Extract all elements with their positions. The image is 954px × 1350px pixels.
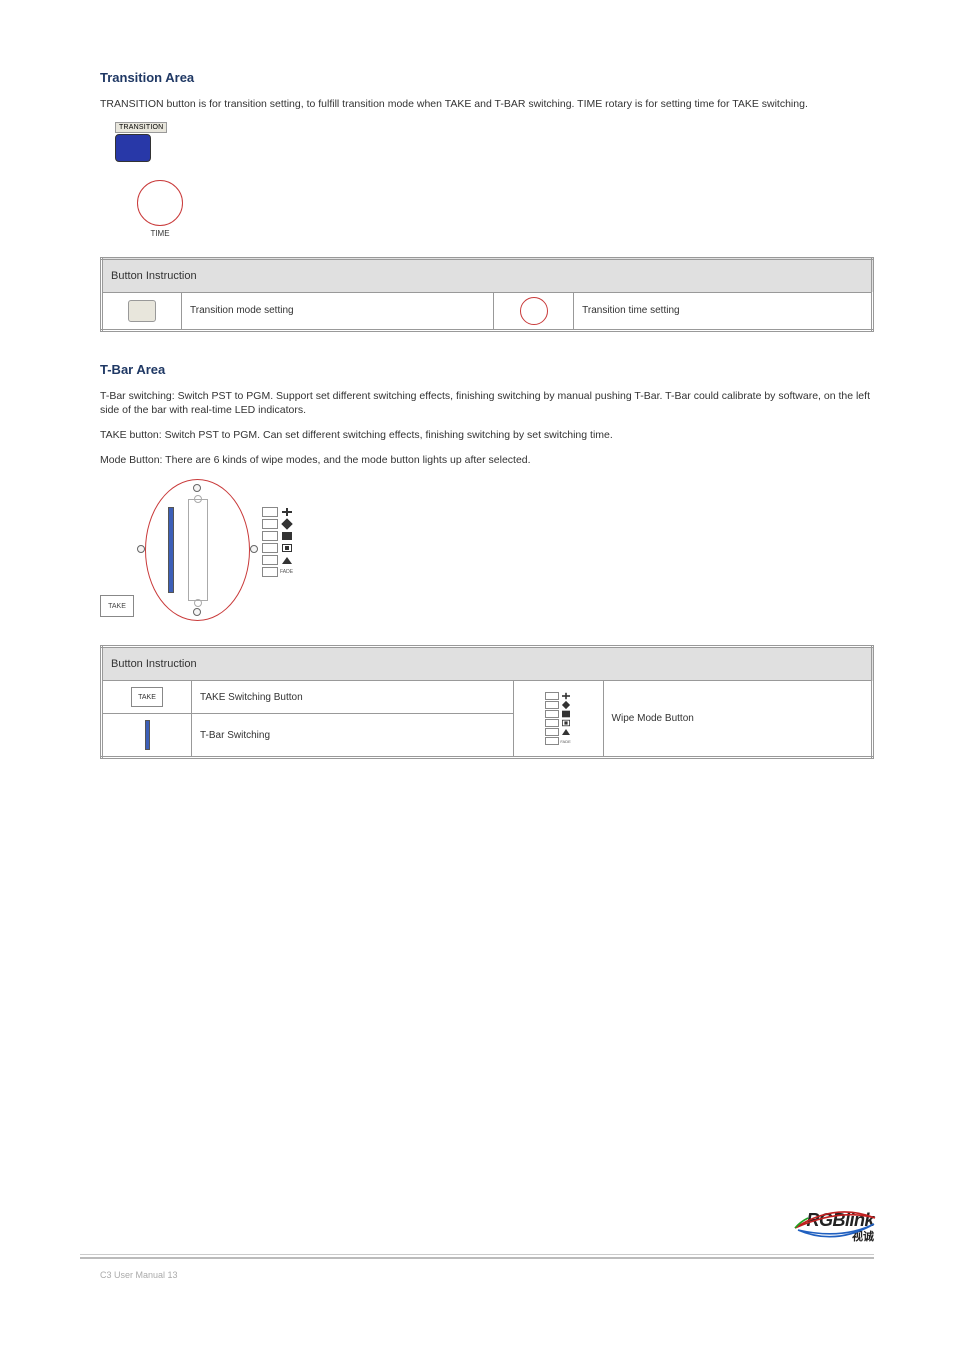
time-knob-icon	[137, 180, 183, 226]
transition-table: Button Instruction Transition mode setti…	[100, 257, 874, 332]
transition-button-diagram: TRANSITION TIME	[115, 122, 874, 242]
table2-mode-icons: FADE	[513, 681, 603, 758]
logo-swoosh-icon	[790, 1206, 880, 1238]
table1-cell-icon-2	[494, 292, 574, 330]
table1-cell-desc-2: Transition time setting	[574, 292, 873, 330]
tbar-screw-icon	[250, 545, 258, 553]
tbar-slot	[188, 499, 208, 601]
tbar-table: Button Instruction TAKE TAKE Switching B…	[100, 645, 874, 759]
table2-tbar-desc: T-Bar Switching	[192, 714, 514, 758]
mode-buttons-stack: FADE	[262, 507, 294, 577]
tbar-diagram: TAKE FADE	[100, 477, 300, 627]
table2-header: Button Instruction	[102, 647, 873, 681]
footer-divider-2	[80, 1257, 874, 1259]
tbar-para1: T-Bar switching: Switch PST to PGM. Supp…	[100, 389, 874, 418]
tbar-led-indicator	[168, 507, 174, 593]
transition-heading: Transition Area	[100, 70, 874, 85]
time-knob-group: TIME	[137, 180, 183, 238]
table1-header: Button Instruction	[102, 258, 873, 292]
transition-para: TRANSITION button is for transition sett…	[100, 97, 874, 112]
time-knob-label: TIME	[150, 229, 169, 238]
rgblink-logo: RGBlink 视诚	[806, 1210, 874, 1245]
take-button-graphic: TAKE	[100, 595, 134, 617]
table2-tbar-icon	[102, 714, 192, 758]
table2-take-icon: TAKE	[102, 681, 192, 714]
table2-take-desc: TAKE Switching Button	[192, 681, 514, 714]
table1-cell-desc-1: Transition mode setting	[182, 292, 494, 330]
transition-button-graphic	[115, 134, 151, 162]
tbar-heading: T-Bar Area	[100, 362, 874, 377]
time-rotary-icon	[520, 297, 548, 325]
transition-label: TRANSITION	[115, 122, 167, 133]
tbar-para2: TAKE button: Switch PST to PGM. Can set …	[100, 428, 874, 443]
table2-mode-desc: Wipe Mode Button	[603, 681, 872, 758]
tbar-screw-icon	[137, 545, 145, 553]
tbar-para3: Mode Button: There are 6 kinds of wipe m…	[100, 453, 874, 468]
table1-cell-icon-1	[102, 292, 182, 330]
footer-text: C3 User Manual 13	[100, 1270, 178, 1280]
footer-divider	[80, 1254, 874, 1255]
